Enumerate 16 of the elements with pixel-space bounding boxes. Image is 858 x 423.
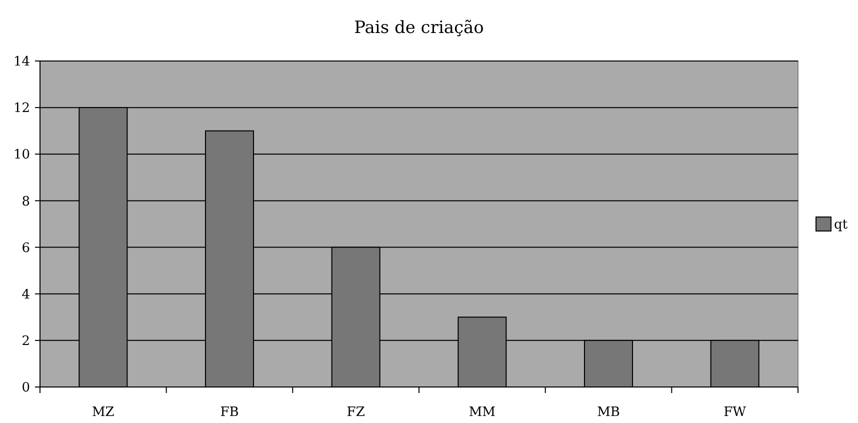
x-tick-label: FW bbox=[724, 405, 747, 420]
chart-title: Pais de criação bbox=[354, 18, 484, 38]
y-tick-label: 2 bbox=[22, 334, 30, 349]
y-tick-label: 12 bbox=[13, 101, 30, 116]
x-tick-label: MM bbox=[468, 405, 496, 420]
y-tick-label: 14 bbox=[13, 54, 30, 70]
y-tick-label: 8 bbox=[22, 194, 30, 210]
y-tick-label: 4 bbox=[22, 287, 30, 302]
y-tick-label: 10 bbox=[13, 148, 30, 163]
y-tick-label: 6 bbox=[22, 240, 30, 256]
y-tick-label: 0 bbox=[22, 380, 30, 396]
legend-label: qt bbox=[834, 218, 848, 233]
x-tick-label: MZ bbox=[92, 405, 114, 420]
x-tick-label: FB bbox=[220, 405, 239, 420]
x-tick-label: MB bbox=[597, 405, 620, 420]
x-tick-label: FZ bbox=[346, 405, 365, 420]
